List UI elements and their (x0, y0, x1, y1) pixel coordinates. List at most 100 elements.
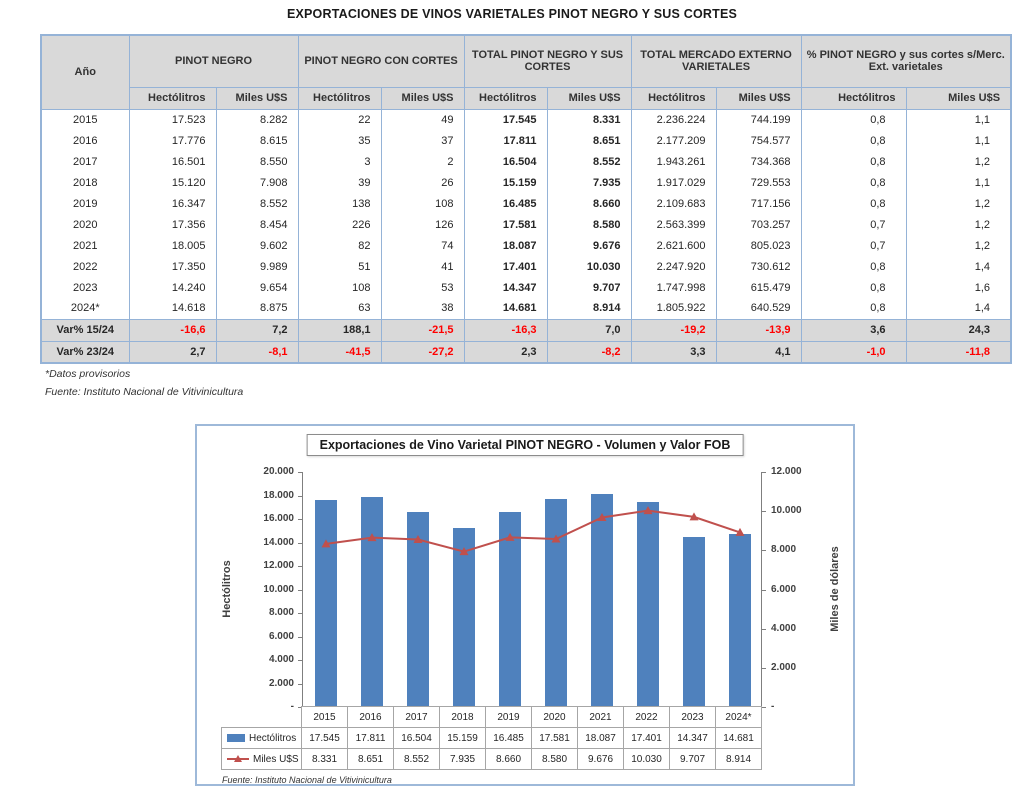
chart-data-table: 2015 2016 2017 2018 2019 2020 2021 2022 2023 2024… (221, 706, 762, 770)
table-cell: 734.368 (715, 151, 802, 172)
right-axis-tick: 6.000 (771, 583, 797, 595)
legend-miles-uss: Miles U$S (221, 748, 302, 770)
bar-2022 (637, 501, 659, 706)
left-axis-tick: 6.000 (268, 630, 294, 642)
table-cell: -8,1 (215, 340, 299, 364)
table-cell: -11,8 (905, 340, 1012, 364)
table-cell: -27,2 (380, 340, 465, 364)
table-cell: -21,5 (380, 318, 465, 342)
right-axis-tick: 10.000 (771, 505, 802, 517)
table-cell: 14.240 (128, 277, 217, 298)
table-cell: 1,2 (905, 235, 1012, 256)
table-cell: -16,6 (128, 318, 217, 342)
table-cell: 126 (380, 214, 465, 235)
footnote-provisional: *Datos provisorios (45, 368, 131, 380)
table-cell: 0,7 (800, 214, 907, 235)
table-cell: 1,4 (905, 256, 1012, 277)
year-axis-cell: 2021 (577, 706, 624, 728)
table-cell: 805.023 (715, 235, 802, 256)
page-title: EXPORTACIONES DE VINOS VARIETALES PINOT … (286, 7, 738, 21)
exports-table-header: Año PINOT NEGRO PINOT NEGRO CON CORTES TOTA… (40, 34, 1012, 110)
table-cell: 9.989 (215, 256, 299, 277)
table-row: 2015 17.523 8.282 22 49 17.545 8.331 2.236.224 7… (40, 109, 1012, 130)
header-sub-row: Hectólitros Miles U$S Hectólitros Miles U$S… (41, 86, 1012, 110)
line-marker (459, 547, 469, 556)
table-cell: 0,8 (800, 151, 907, 172)
left-axis-tick: 8.000 (268, 607, 294, 618)
table-cell: 108 (380, 193, 465, 214)
line-marker (597, 513, 607, 522)
line-marker (505, 532, 515, 541)
table-row: 2023 14.240 9.654 108 53 14.347 9.707 1.747.998… (40, 277, 1012, 298)
column-group-header-3: TOTAL MERCADO EXTERNO VARIETALES (630, 34, 802, 88)
right-axis-tick: - (771, 701, 775, 712)
table-cell: 37 (380, 130, 465, 151)
table-cell: 53 (380, 277, 465, 298)
table-cell: 15.120 (128, 172, 217, 193)
year-cell: 2018 (40, 172, 130, 193)
table-cell: 744.199 (715, 109, 802, 130)
table-cell: 0,8 (800, 277, 907, 298)
table-cell: 8.875 (215, 298, 299, 319)
line-marker (551, 534, 561, 543)
table-cell: 10.030 (546, 256, 632, 277)
table-cell: 17.545 (463, 109, 548, 130)
table-row: 2020 17.356 8.454 226 126 17.581 8.580 2.563.39… (40, 214, 1012, 235)
hectolitros-value-cell: 14.681 (715, 727, 762, 749)
left-axis-tick: 18.000 (263, 489, 294, 501)
line-marker (321, 539, 331, 548)
miles-value-cell: 8.580 (531, 748, 578, 770)
year-cell: 2016 (40, 130, 130, 151)
variation-label: Var% 15/24 (40, 318, 130, 342)
left-axis-tick: 2.000 (268, 677, 294, 689)
table-cell: 2.247.920 (630, 256, 717, 277)
table-cell: 17.350 (128, 256, 217, 277)
left-axis-title: Hectólitros (221, 560, 233, 618)
column-group-header-2: TOTAL PINOT NEGRO Y SUS CORTES (463, 34, 632, 88)
header-group-row: Año PINOT NEGRO PINOT NEGRO CON CORTES TOTA… (40, 34, 1012, 110)
miles-value-cell: 8.914 (715, 748, 762, 770)
table-cell: 22 (297, 109, 382, 130)
bar-2016 (361, 496, 383, 706)
bar-2019 (499, 512, 521, 706)
table-cell: 9.676 (546, 235, 632, 256)
table-cell: 138 (297, 193, 382, 214)
sub-header-hectolitros: Hectólitros (128, 86, 217, 110)
year-cell: 2024* (40, 298, 130, 319)
bar-2024* (729, 533, 751, 706)
table-cell: -8,2 (546, 340, 632, 364)
bar-2021 (591, 493, 613, 706)
exports-table: Año PINOT NEGRO PINOT NEGRO CON CORTES TOTA… (40, 34, 1013, 364)
table-cell: 1.943.261 (630, 151, 717, 172)
table-cell: 8.454 (215, 214, 299, 235)
exports-table-body: 2015 17.523 8.282 22 49 17.545 8.331 2.236.224 7… (40, 109, 1012, 364)
table-cell: 188,1 (297, 318, 382, 342)
table-cell: 14.681 (463, 298, 548, 319)
legend-label: Hectólitros (249, 732, 297, 744)
table-cell: 615.479 (715, 277, 802, 298)
table-cell: 63 (297, 298, 382, 319)
year-axis-cell: 2018 (439, 706, 486, 728)
table-cell: -16,3 (463, 318, 548, 342)
miles-value-cell: 9.676 (577, 748, 624, 770)
table-cell: 16.485 (463, 193, 548, 214)
miles-value-cell: 7.935 (439, 748, 486, 770)
bar-2015 (315, 499, 337, 706)
table-cell: 703.257 (715, 214, 802, 235)
table-cell: 18.087 (463, 235, 548, 256)
table-cell: 754.577 (715, 130, 802, 151)
year-cell: 2022 (40, 256, 130, 277)
line-marker (689, 512, 699, 521)
legend-label: Miles U$S (253, 753, 299, 765)
table-cell: 49 (380, 109, 465, 130)
bar-2017 (407, 512, 429, 706)
table-cell: 41 (380, 256, 465, 277)
year-cell: 2017 (40, 151, 130, 172)
table-cell: 729.553 (715, 172, 802, 193)
sub-header-miles: Miles U$S (380, 86, 465, 110)
table-row: 2021 18.005 9.602 82 74 18.087 9.676 2.621.600 8… (40, 235, 1012, 256)
table-cell: 2.177.209 (630, 130, 717, 151)
table-cell: 1.805.922 (630, 298, 717, 319)
table-cell: 1,6 (905, 277, 1012, 298)
table-cell: 14.618 (128, 298, 217, 319)
